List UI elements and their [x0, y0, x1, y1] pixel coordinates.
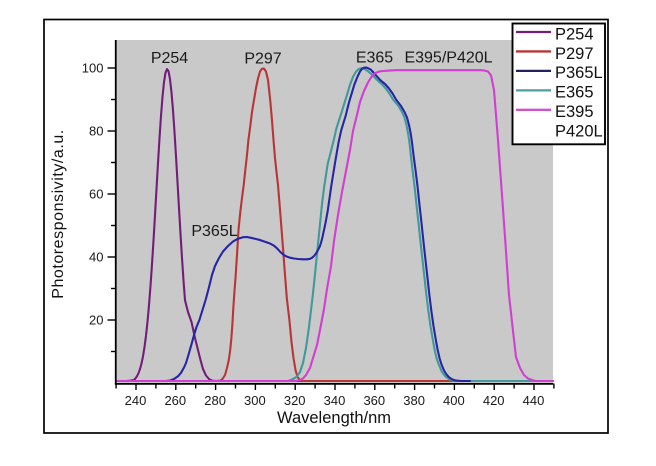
svg-text:100: 100	[82, 60, 104, 75]
svg-text:P254: P254	[151, 50, 188, 67]
svg-text:320: 320	[284, 393, 306, 408]
svg-text:360: 360	[363, 393, 385, 408]
svg-text:400: 400	[443, 393, 465, 408]
svg-text:E365: E365	[356, 49, 393, 66]
svg-text:E365: E365	[555, 84, 594, 102]
svg-text:340: 340	[324, 393, 346, 408]
svg-text:E395: E395	[555, 103, 594, 121]
svg-text:20: 20	[89, 312, 103, 327]
svg-text:P365L: P365L	[191, 223, 237, 240]
svg-text:300: 300	[244, 393, 266, 408]
svg-text:80: 80	[89, 123, 103, 138]
svg-text:Photoresponsivity/a.u.: Photoresponsivity/a.u.	[50, 129, 67, 299]
svg-text:P297: P297	[244, 51, 281, 68]
svg-text:Wavelength/nm: Wavelength/nm	[277, 409, 391, 427]
svg-text:P420L: P420L	[555, 123, 603, 141]
svg-text:P297: P297	[555, 45, 594, 63]
svg-text:380: 380	[403, 393, 425, 408]
svg-text:260: 260	[164, 393, 186, 408]
svg-text:440: 440	[523, 393, 545, 408]
svg-text:280: 280	[204, 393, 226, 408]
svg-text:60: 60	[89, 186, 103, 201]
svg-text:40: 40	[89, 249, 103, 264]
svg-text:420: 420	[483, 393, 505, 408]
svg-text:E395/P420L: E395/P420L	[404, 49, 492, 66]
svg-text:240: 240	[125, 393, 147, 408]
svg-text:P365L: P365L	[555, 64, 603, 82]
svg-text:P254: P254	[555, 25, 594, 43]
